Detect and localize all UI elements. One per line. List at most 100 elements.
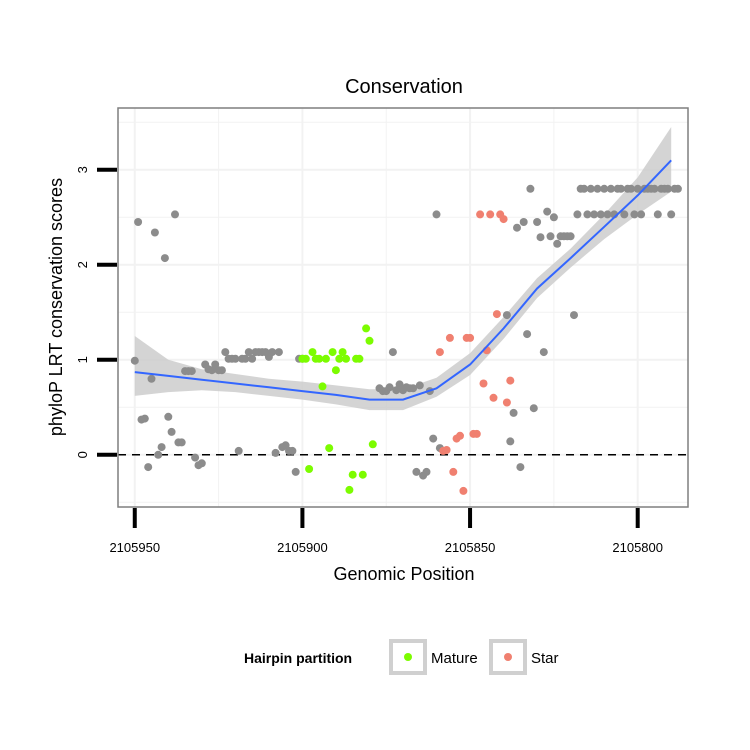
y-tick-label-2: 2 bbox=[75, 261, 90, 268]
y-tick-label-0: 0 bbox=[75, 451, 90, 458]
point-star-7 bbox=[459, 486, 468, 495]
point-other-20 bbox=[197, 459, 206, 468]
point-mature-11 bbox=[335, 354, 344, 363]
point-other-0 bbox=[130, 356, 139, 365]
point-star-0 bbox=[435, 348, 444, 357]
point-other-43 bbox=[274, 348, 283, 357]
legend-entry-mature: Mature bbox=[389, 639, 478, 675]
point-other-82 bbox=[543, 207, 552, 216]
point-mature-3 bbox=[308, 348, 317, 357]
y-axis-ticks: 0 1 2 3 bbox=[75, 166, 117, 458]
point-other-68 bbox=[432, 210, 441, 219]
point-mature-15 bbox=[348, 470, 357, 479]
point-other-4 bbox=[144, 463, 153, 472]
point-other-9 bbox=[160, 254, 169, 263]
x-tick-label-0: 2105950 bbox=[109, 540, 160, 555]
point-other-57 bbox=[395, 380, 404, 389]
point-mature-9 bbox=[328, 348, 337, 357]
point-other-77 bbox=[526, 184, 535, 193]
legend-marker-mature bbox=[404, 653, 412, 661]
x-tick-label-1: 2105900 bbox=[277, 540, 328, 555]
point-other-97 bbox=[593, 184, 602, 193]
legend-entry-star: Star bbox=[489, 639, 559, 675]
point-other-5 bbox=[147, 374, 156, 383]
point-mature-5 bbox=[315, 354, 324, 363]
point-other-76 bbox=[523, 330, 532, 339]
point-other-31 bbox=[234, 446, 243, 455]
point-mature-1 bbox=[301, 354, 310, 363]
point-mature-8 bbox=[325, 444, 334, 453]
point-other-105 bbox=[620, 210, 629, 219]
point-other-17 bbox=[187, 367, 196, 376]
point-other-35 bbox=[248, 354, 257, 363]
point-star-3 bbox=[445, 333, 454, 342]
point-other-85 bbox=[553, 239, 562, 248]
legend-label-star: Star bbox=[531, 650, 559, 667]
point-star-12 bbox=[476, 210, 485, 219]
panel-border bbox=[117, 107, 689, 508]
point-other-95 bbox=[586, 184, 595, 193]
point-other-56 bbox=[392, 386, 401, 395]
confidence-ribbon bbox=[134, 127, 672, 411]
point-other-114 bbox=[650, 184, 659, 193]
point-other-89 bbox=[566, 232, 575, 241]
point-other-71 bbox=[506, 437, 515, 446]
point-mature-19 bbox=[362, 324, 371, 333]
legend-key-mature bbox=[389, 639, 427, 675]
point-other-119 bbox=[667, 210, 676, 219]
data-points bbox=[130, 184, 682, 495]
point-star-16 bbox=[489, 393, 498, 402]
point-star-11 bbox=[472, 429, 481, 438]
point-mature-7 bbox=[321, 354, 330, 363]
point-mature-2 bbox=[305, 465, 314, 473]
point-other-7 bbox=[154, 450, 163, 459]
plot-panel bbox=[117, 107, 689, 508]
point-other-1 bbox=[134, 218, 143, 226]
point-mature-13 bbox=[342, 354, 350, 363]
point-other-42 bbox=[271, 448, 280, 457]
legend-title: Hairpin partition bbox=[244, 650, 352, 666]
legend-marker-star bbox=[504, 653, 512, 661]
point-other-83 bbox=[546, 232, 555, 241]
point-other-74 bbox=[516, 463, 525, 472]
point-other-104 bbox=[616, 184, 625, 193]
point-other-75 bbox=[519, 218, 528, 226]
point-other-80 bbox=[536, 233, 545, 242]
point-other-27 bbox=[221, 348, 230, 357]
x-axis-label: Genomic Position bbox=[333, 564, 474, 584]
point-other-61 bbox=[409, 384, 418, 393]
point-other-62 bbox=[412, 467, 421, 476]
point-star-17 bbox=[492, 310, 501, 319]
x-tick-label-2: 2105850 bbox=[445, 540, 496, 555]
point-mature-18 bbox=[358, 470, 367, 479]
point-other-6 bbox=[150, 228, 159, 237]
point-other-98 bbox=[596, 210, 605, 219]
point-other-73 bbox=[513, 223, 521, 232]
point-star-21 bbox=[506, 376, 515, 385]
point-mature-10 bbox=[331, 366, 340, 375]
point-other-70 bbox=[502, 311, 511, 320]
point-other-11 bbox=[167, 427, 176, 436]
point-mature-17 bbox=[355, 354, 364, 363]
legend-label-mature: Mature bbox=[431, 650, 478, 667]
point-other-93 bbox=[580, 184, 589, 193]
point-other-118 bbox=[663, 184, 672, 193]
point-other-81 bbox=[539, 348, 548, 357]
x-axis: 2105950 2105900 2105850 2105800 Genomic Pos… bbox=[109, 508, 663, 584]
point-other-55 bbox=[388, 348, 397, 357]
y-axis: 0 1 2 3 phyloP LRT conservation scores bbox=[46, 166, 117, 458]
point-other-34 bbox=[244, 348, 253, 357]
point-other-99 bbox=[600, 184, 609, 193]
point-mature-21 bbox=[368, 440, 377, 449]
point-other-91 bbox=[573, 210, 582, 219]
point-other-41 bbox=[268, 348, 277, 357]
point-star-13 bbox=[479, 379, 488, 388]
point-star-4 bbox=[449, 467, 458, 476]
point-star-15 bbox=[486, 210, 495, 219]
point-other-65 bbox=[422, 467, 431, 476]
point-other-78 bbox=[529, 404, 538, 413]
point-mature-20 bbox=[365, 336, 374, 345]
point-other-48 bbox=[291, 467, 300, 476]
